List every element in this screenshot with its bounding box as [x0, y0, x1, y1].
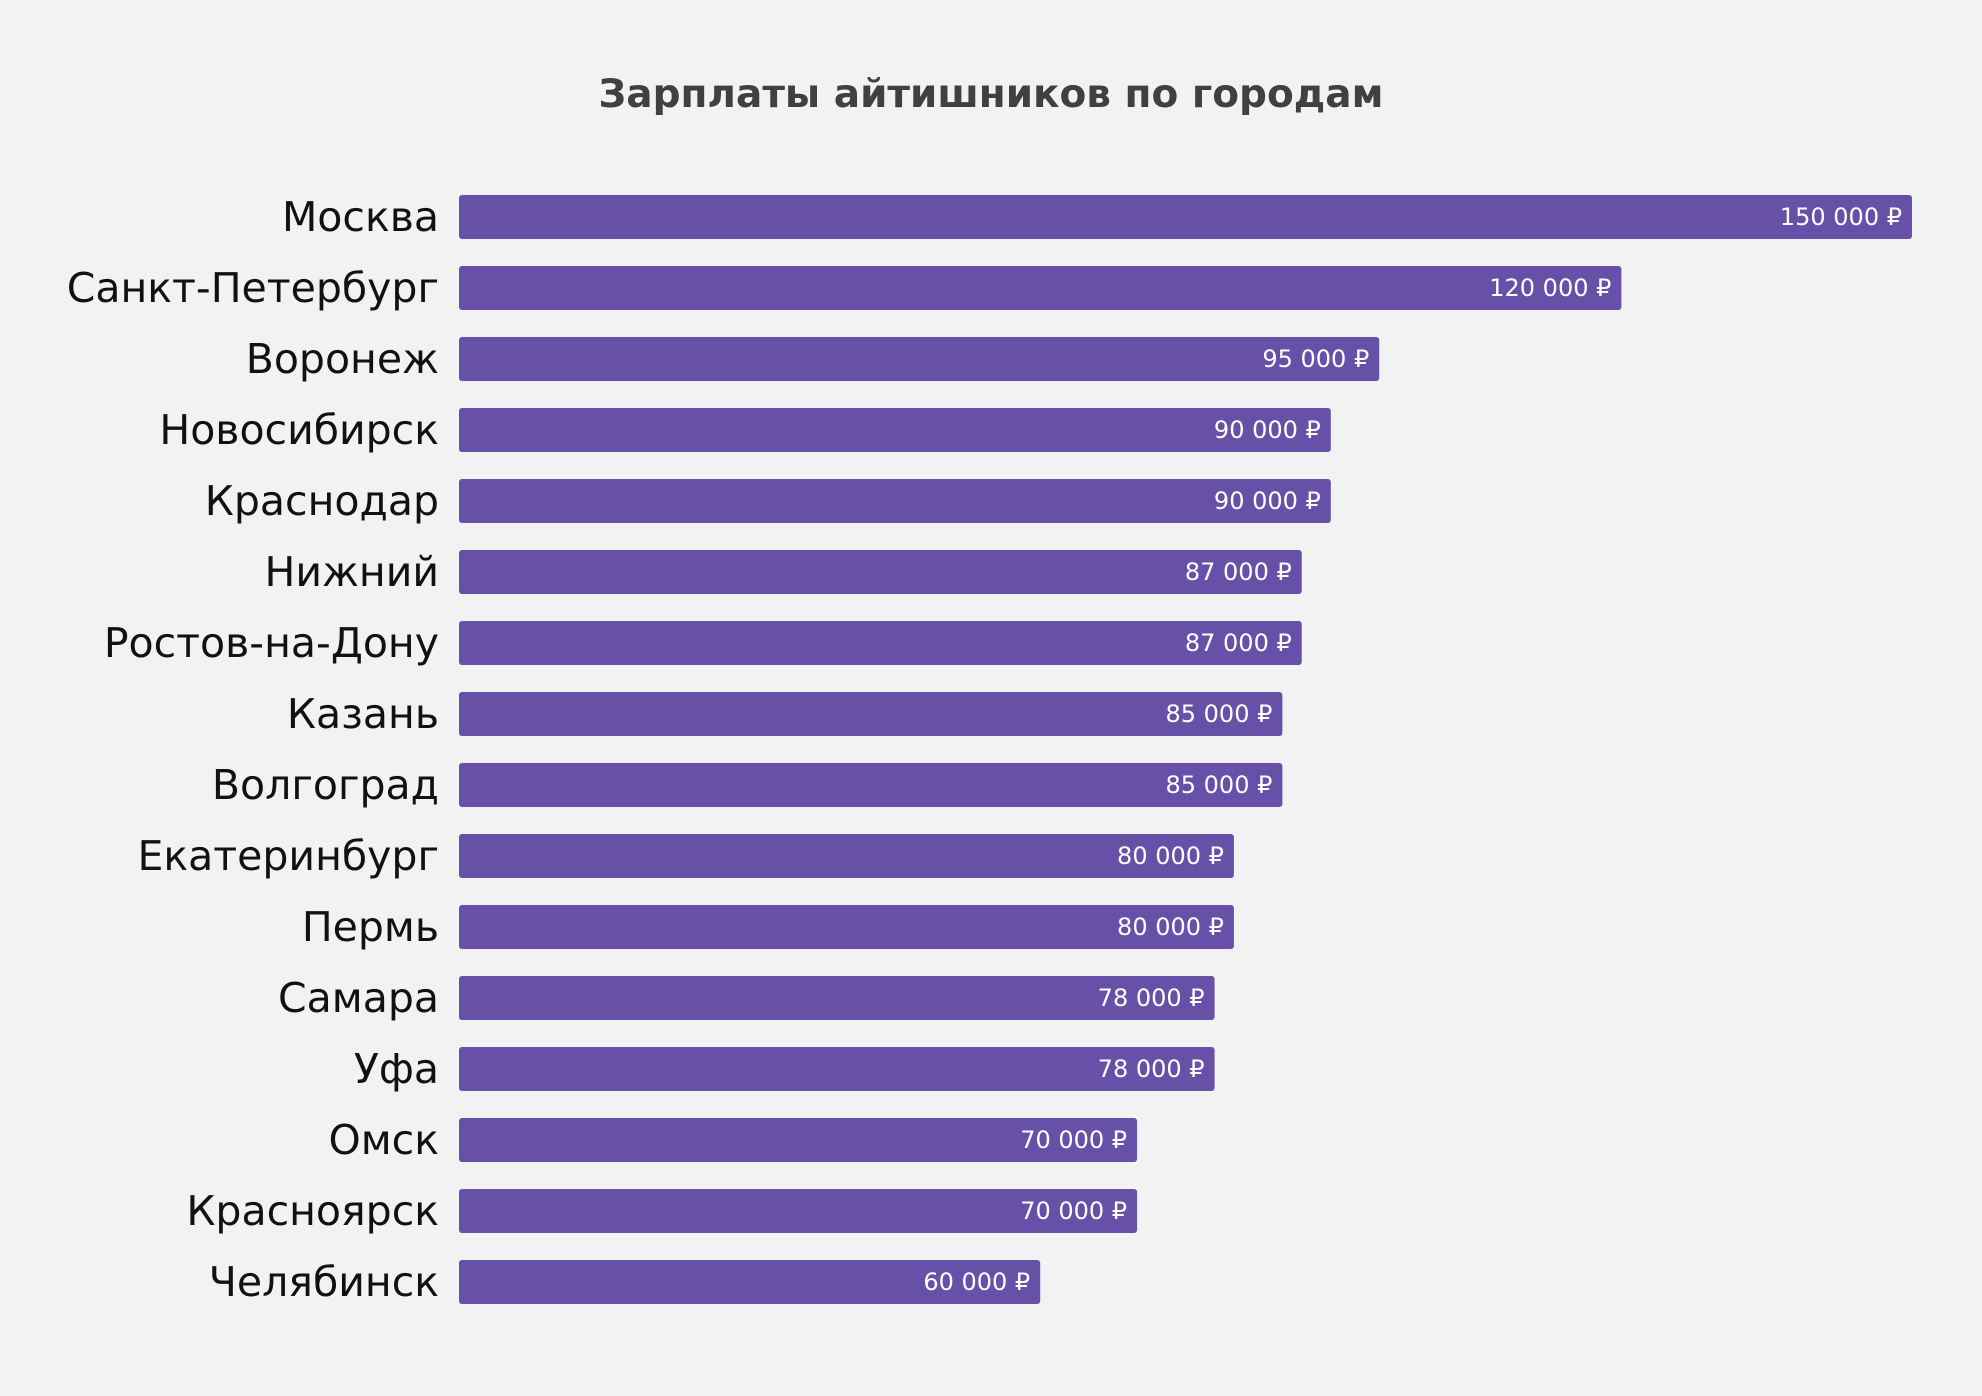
- bar: [459, 692, 1283, 736]
- bar: [459, 976, 1215, 1020]
- bar-value-label: 120 000 ₽: [1489, 274, 1611, 302]
- bar: [459, 337, 1380, 381]
- bar: [459, 550, 1302, 594]
- bar: [459, 408, 1331, 452]
- bar: [459, 1189, 1138, 1233]
- bar-value-label: 85 000 ₽: [1165, 771, 1272, 799]
- bar-value-label: 90 000 ₽: [1214, 416, 1321, 444]
- bar: [459, 905, 1234, 949]
- bar-value-label: 95 000 ₽: [1262, 345, 1369, 373]
- category-label: Воронеж: [246, 335, 439, 383]
- bar-value-label: 60 000 ₽: [923, 1268, 1030, 1296]
- category-label: Нижний: [264, 548, 439, 596]
- category-label: Краснодар: [205, 477, 439, 525]
- bar: [459, 1047, 1215, 1091]
- bar-value-label: 70 000 ₽: [1020, 1197, 1127, 1225]
- category-label: Екатеринбург: [138, 832, 440, 880]
- bars-layer: 150 000 ₽ 120 000 ₽ 95 000 ₽ 90 000 ₽ 90 000…: [459, 195, 1912, 1304]
- bar: [459, 763, 1283, 807]
- category-label: Волгоград: [212, 761, 439, 809]
- category-labels-layer: Москва Санкт-Петербург Воронеж Новосибирск К…: [67, 193, 439, 1306]
- bar-value-label: 80 000 ₽: [1117, 842, 1224, 870]
- bar-value-label: 87 000 ₽: [1185, 629, 1292, 657]
- bar: [459, 479, 1331, 523]
- bar-value-label: 78 000 ₽: [1098, 984, 1205, 1012]
- bar: [459, 621, 1302, 665]
- category-label: Омск: [328, 1116, 439, 1164]
- bar: [459, 1118, 1138, 1162]
- category-label: Москва: [282, 193, 439, 241]
- bar: [459, 195, 1912, 239]
- bar-value-label: 78 000 ₽: [1098, 1055, 1205, 1083]
- category-label: Самара: [278, 974, 439, 1022]
- category-label: Казань: [287, 690, 439, 738]
- bar: [459, 266, 1622, 310]
- category-label: Красноярск: [186, 1187, 439, 1235]
- bar-value-label: 85 000 ₽: [1165, 700, 1272, 728]
- chart-title: Зарплаты айтишников по городам: [598, 72, 1384, 117]
- bar-value-label: 90 000 ₽: [1214, 487, 1321, 515]
- bar: [459, 1260, 1041, 1304]
- category-label: Уфа: [354, 1045, 439, 1093]
- bar-value-label: 87 000 ₽: [1185, 558, 1292, 586]
- bar-value-label: 150 000 ₽: [1780, 203, 1902, 231]
- bar: [459, 834, 1234, 878]
- bar-value-label: 80 000 ₽: [1117, 913, 1224, 941]
- category-label: Пермь: [302, 903, 439, 951]
- category-label: Челябинск: [209, 1258, 439, 1306]
- bar-value-label: 70 000 ₽: [1020, 1126, 1127, 1154]
- category-label: Санкт-Петербург: [67, 264, 439, 312]
- category-label: Ростов-на-Дону: [104, 619, 439, 667]
- category-label: Новосибирск: [159, 406, 439, 454]
